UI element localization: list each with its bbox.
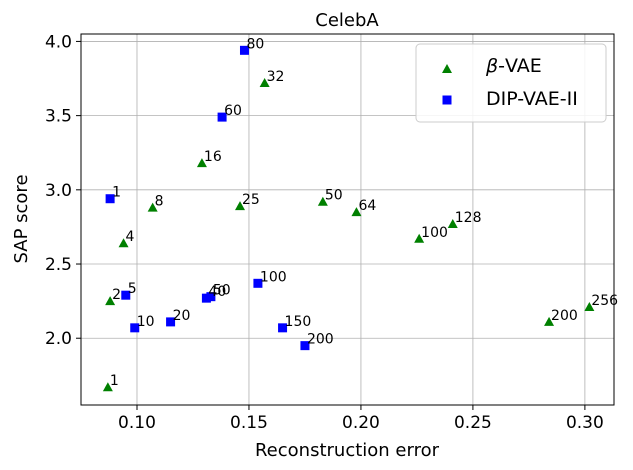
beta-vae-point <box>414 233 425 243</box>
beta-vae-point <box>118 238 129 248</box>
beta-vae-point-label: 200 <box>551 308 578 324</box>
beta-vae-point <box>447 218 458 228</box>
beta-vae-point <box>102 382 113 392</box>
legend-label-beta-symbol: β <box>485 55 498 77</box>
x-tick-label: 0.15 <box>230 413 268 433</box>
chart-title: CelebA <box>315 10 379 31</box>
legend-marker-dip-vae-ii <box>442 95 452 105</box>
dip-vae-ii-point-label: 10 <box>137 314 155 330</box>
dip-vae-ii-point-label: 60 <box>224 103 242 119</box>
y-tick-label: 3.0 <box>45 181 72 201</box>
dip-vae-ii-point-label: 40 <box>208 284 226 300</box>
legend-label-dip-vae-ii: DIP-VAE-II <box>486 88 578 110</box>
legend-label-beta-vae: β-VAE <box>485 55 542 77</box>
beta-vae-point <box>147 202 158 212</box>
dip-vae-ii-point-label: 1 <box>112 185 121 201</box>
beta-vae-point-label: 50 <box>325 188 343 204</box>
beta-vae-point-label: 25 <box>242 192 260 208</box>
dip-vae-ii-point-label: 5 <box>128 281 137 297</box>
y-tick-label: 2.5 <box>45 255 72 275</box>
beta-vae-point-label: 32 <box>267 69 285 85</box>
beta-vae-point-label: 256 <box>591 293 618 309</box>
beta-vae-point-label: 1 <box>110 373 119 389</box>
beta-vae-point-label: 16 <box>204 149 222 165</box>
beta-vae-point <box>317 196 328 206</box>
beta-vae-point <box>196 158 207 168</box>
dip-vae-ii-point <box>105 194 115 204</box>
legend-label-beta-suffix: -VAE <box>498 55 542 77</box>
beta-vae-point <box>544 316 555 326</box>
x-axis-label: Reconstruction error <box>255 440 440 461</box>
dip-vae-ii-point-label: 200 <box>307 332 334 348</box>
x-tick-label: 0.20 <box>342 413 380 433</box>
dip-vae-ii-point-label: 100 <box>260 269 287 285</box>
beta-vae-point-label: 100 <box>421 225 448 241</box>
dip-vae-ii-point <box>253 278 263 288</box>
beta-vae-point-label: 2 <box>112 287 121 303</box>
beta-vae-point-label: 4 <box>126 229 135 245</box>
dip-vae-ii-point <box>206 292 216 302</box>
y-tick-label: 2.0 <box>45 329 72 349</box>
legend-marker-beta-vae <box>442 64 452 73</box>
legend-box <box>415 43 607 123</box>
dip-vae-ii-point-label: 80 <box>246 36 264 52</box>
beta-vae-point <box>351 207 362 217</box>
beta-vae-point <box>584 302 595 312</box>
y-axis-label: SAP score <box>11 174 32 263</box>
dip-vae-ii-point-label: 50 <box>213 283 231 299</box>
y-tick-label: 3.5 <box>45 107 72 127</box>
dip-vae-ii-point-label: 20 <box>173 308 191 324</box>
beta-vae-point-label: 64 <box>358 198 376 214</box>
data-points <box>102 45 595 392</box>
grid <box>81 34 614 405</box>
beta-vae-point-label: 8 <box>155 194 164 210</box>
dip-vae-ii-point-label: 150 <box>285 314 312 330</box>
dip-vae-ii-point <box>300 341 310 351</box>
beta-vae-point <box>259 77 270 87</box>
dip-vae-ii-point <box>278 323 288 333</box>
beta-vae-point-label: 128 <box>455 210 482 226</box>
beta-vae-point <box>105 296 116 306</box>
dip-vae-ii-point <box>121 290 131 300</box>
legend: β-VAE DIP-VAE-II <box>415 43 607 123</box>
plot-frame <box>80 33 615 406</box>
x-tick-label: 0.25 <box>454 413 492 433</box>
beta-vae-point <box>235 201 246 211</box>
dip-vae-ii-point <box>217 112 227 122</box>
x-tick-label: 0.30 <box>566 413 604 433</box>
dip-vae-ii-point <box>130 323 140 333</box>
dip-vae-ii-point <box>239 45 249 55</box>
dip-vae-ii-point <box>166 317 176 327</box>
axis-ticks: 0.10 0.15 0.20 0.25 0.30 2.0 2.5 3.0 3.5 4.0 <box>45 32 604 433</box>
x-tick-label: 0.10 <box>118 413 156 433</box>
y-tick-label: 4.0 <box>45 32 72 52</box>
